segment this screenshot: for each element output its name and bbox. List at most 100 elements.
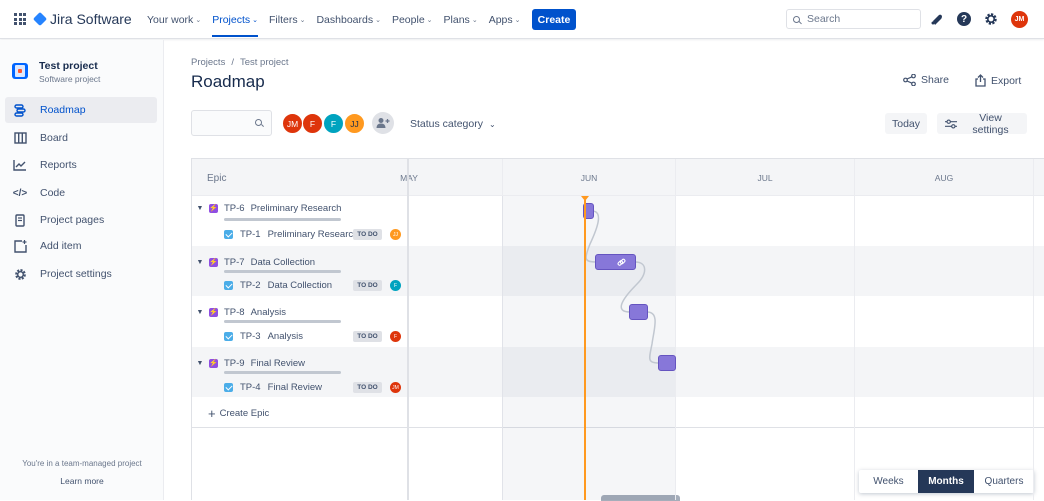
epic-bar-tp-6[interactable]: [583, 203, 594, 219]
jira-logo[interactable]: Jira Software: [32, 11, 132, 27]
add-people-button[interactable]: [372, 112, 394, 134]
collapse-chevron-icon[interactable]: ▼: [196, 309, 204, 316]
epic-key: TP-6: [224, 203, 245, 214]
status-lozenge: TO DO: [353, 382, 382, 393]
project-sidebar: Test project Software project Roadmap Bo…: [0, 40, 164, 500]
global-search-input[interactable]: Search: [786, 9, 921, 29]
epic-row[interactable]: ▼ ⚡ TP-8 Analysis TP-3 Analysis TO DO F: [192, 296, 1044, 346]
timescale-quarters[interactable]: Quarters: [984, 476, 1024, 487]
status-lozenge: TO DO: [353, 229, 382, 240]
sidebar-item-label: Board: [40, 132, 69, 144]
task-icon: [224, 383, 233, 392]
status-category-label: Status category: [410, 118, 483, 130]
nav-label: Filters: [269, 13, 298, 26]
today-button[interactable]: Today: [885, 113, 927, 134]
issue-item[interactable]: TP-2 Data Collection: [224, 273, 406, 298]
assignee-filter-avatar[interactable]: F: [302, 113, 323, 134]
today-line: [584, 200, 586, 500]
share-label: Share: [921, 74, 950, 86]
nav-people[interactable]: People ⌄: [392, 0, 433, 39]
horizontal-scrollbar[interactable]: [601, 495, 680, 501]
epic-bar-tp-8[interactable]: [629, 304, 648, 320]
project-name: Test project: [39, 60, 98, 72]
export-button[interactable]: Export: [975, 74, 1021, 87]
view-settings-button[interactable]: View settings: [937, 112, 1027, 136]
sidebar-item-add-item[interactable]: Add item: [5, 233, 157, 259]
nav-plans[interactable]: Plans ⌄: [444, 0, 478, 39]
epic-row[interactable]: ▼ ⚡ TP-9 Final Review TP-4 Final Review …: [192, 347, 1044, 397]
help-icon[interactable]: ?: [957, 12, 971, 26]
roadmap-search-input[interactable]: [191, 110, 272, 136]
notifications-icon[interactable]: [930, 12, 944, 26]
user-avatar[interactable]: JM: [1011, 11, 1028, 28]
collapse-chevron-icon[interactable]: ▼: [196, 259, 204, 266]
breadcrumb-projects[interactable]: Projects: [191, 57, 226, 68]
sidebar-item-label: Reports: [40, 159, 77, 171]
status-category-dropdown[interactable]: Status category ⌄: [410, 118, 496, 130]
team-managed-note: You're in a team-managed project: [22, 459, 142, 468]
dependency-lines: [585, 210, 660, 364]
assignee-filter-avatar[interactable]: F: [323, 113, 344, 134]
issue-item[interactable]: TP-4 Final Review: [224, 375, 406, 400]
chevron-down-icon: ⌄: [375, 16, 381, 24]
nav-dashboards[interactable]: Dashboards ⌄: [316, 0, 381, 39]
project-type: Software project: [39, 74, 101, 84]
sidebar-item-board[interactable]: Board: [5, 125, 157, 151]
sidebar-item-project-pages[interactable]: Project pages: [5, 207, 157, 233]
epic-icon: ⚡: [209, 258, 218, 267]
share-button[interactable]: Share: [903, 74, 949, 86]
epic-icon: ⚡: [209, 359, 218, 368]
chevron-down-icon: ⌄: [299, 16, 306, 24]
nav-label: Plans: [443, 13, 470, 26]
epic-column-header: Epic: [192, 159, 408, 196]
collapse-chevron-icon[interactable]: ▼: [196, 205, 204, 212]
epic-item[interactable]: ▼ ⚡ TP-9 Final Review: [195, 351, 405, 376]
epic-row[interactable]: ▼ ⚡ TP-6 Preliminary Research TP-1 Preli…: [192, 196, 1044, 246]
panel-resize-handle[interactable]: [407, 159, 409, 500]
sidebar-item-project-settings[interactable]: Project settings: [5, 261, 157, 287]
epic-row[interactable]: ▼ ⚡ TP-7 Data Collection TP-2 Data Colle…: [192, 246, 1044, 296]
task-icon: [224, 281, 233, 290]
epic-progress-bar: [224, 218, 341, 221]
nav-label: Dashboards: [316, 13, 374, 26]
sidebar-item-label: Code: [40, 187, 66, 199]
learn-more-link[interactable]: Learn more: [60, 476, 104, 486]
project-header[interactable]: Test project Software project: [12, 60, 100, 84]
sidebar-item-code[interactable]: </> Code: [5, 180, 157, 206]
nav-projects[interactable]: Projects ⌄: [212, 0, 258, 39]
create-button[interactable]: Create: [532, 9, 576, 30]
app-switcher-icon[interactable]: [14, 13, 26, 25]
month-jul: JUL: [675, 159, 854, 196]
issue-item[interactable]: TP-1 Preliminary Research: [224, 222, 406, 247]
collapse-chevron-icon[interactable]: ▼: [196, 360, 204, 367]
sidebar-item-reports[interactable]: Reports: [5, 152, 157, 178]
nav-label: People: [391, 13, 425, 26]
epic-bar-tp-7[interactable]: [595, 254, 636, 270]
sidebar-item-label: Add item: [40, 240, 82, 252]
link-icon: [617, 258, 626, 266]
issue-key: TP-4: [240, 382, 261, 393]
epic-item[interactable]: ▼ ⚡ TP-6 Preliminary Research: [195, 196, 405, 221]
issue-key: TP-2: [240, 280, 261, 291]
create-epic-button[interactable]: + Create Epic: [208, 407, 269, 420]
nav-label: Your work: [147, 13, 194, 26]
breadcrumb-test-project[interactable]: Test project: [239, 57, 289, 68]
epic-item[interactable]: ▼ ⚡ TP-7 Data Collection: [195, 250, 405, 275]
epic-bar-tp-9[interactable]: [658, 355, 676, 371]
issue-item[interactable]: TP-3 Analysis: [224, 324, 406, 349]
timescale-months[interactable]: Months: [918, 470, 974, 493]
pages-icon: [13, 213, 27, 227]
task-icon: [224, 230, 233, 239]
epic-item[interactable]: ▼ ⚡ TP-8 Analysis: [195, 300, 405, 325]
assignee-filter-avatar[interactable]: JJ: [344, 113, 365, 134]
assignee-filter-avatar[interactable]: JM: [282, 113, 303, 134]
nav-label: Projects: [212, 13, 251, 26]
sidebar-item-roadmap[interactable]: Roadmap: [5, 97, 157, 123]
nav-apps[interactable]: Apps ⌄: [489, 0, 521, 39]
chevron-down-icon: ⌄: [471, 16, 478, 24]
timescale-weeks[interactable]: Weeks: [873, 476, 904, 487]
settings-icon[interactable]: [984, 12, 998, 26]
month-aug: AUG: [854, 159, 1033, 196]
nav-filters[interactable]: Filters ⌄: [269, 0, 305, 39]
nav-your-work[interactable]: Your work ⌄: [147, 0, 201, 39]
